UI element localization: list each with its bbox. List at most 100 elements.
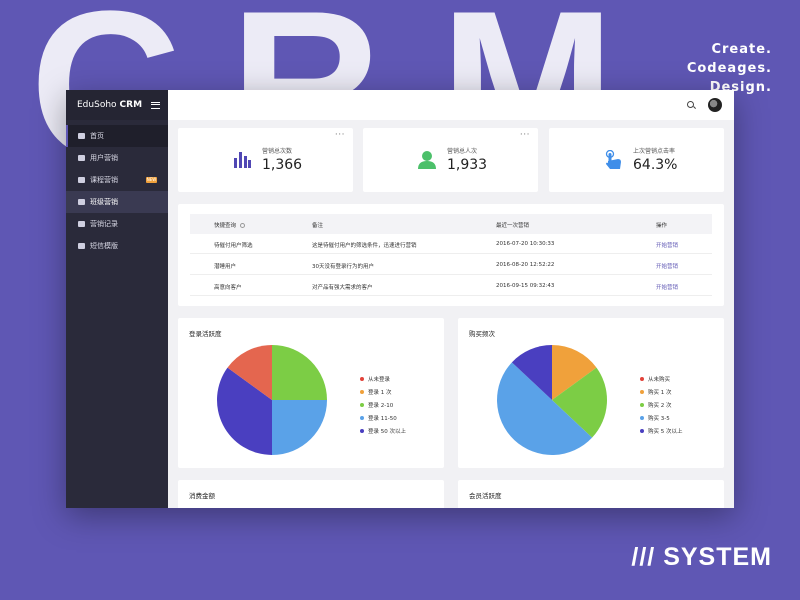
legend-dot (640, 389, 644, 394)
legend-label: 购买 3-5 (648, 415, 670, 422)
stat-card-click-rate: 上次营销点击率 64.3% (549, 128, 724, 192)
legend-label: 登录 2-10 (368, 402, 394, 409)
table-row: 潜睡用户 30天没有登录行为的用户 2016-08-20 12:52:22 开始… (190, 255, 712, 275)
legend-dot (640, 402, 644, 407)
pie-slice-1 (552, 345, 597, 400)
sidebar-item-label: 用户营销 (90, 154, 118, 162)
legend-label: 从未购买 (648, 376, 671, 383)
users-icon (78, 155, 85, 161)
pie-slice-4 (511, 345, 552, 400)
legend-dot (640, 376, 644, 381)
pie-slice-2 (272, 345, 327, 400)
legend-dot (360, 415, 364, 420)
bar-chart-icon (233, 150, 251, 170)
legend-item: 从未购买 (640, 372, 683, 385)
row-name: 待催付用户筛选 (214, 243, 253, 249)
row-name: 高意向客户 (214, 285, 242, 291)
brand-suffix: CRM (119, 100, 143, 110)
more-options-icon[interactable]: ··· (519, 130, 530, 140)
purchase-frequency-legend: 从未购买购买 1 次购买 2 次购买 3-5 购买 5 次以上 (640, 372, 683, 437)
stat-label: 上次营销点击率 (633, 148, 676, 155)
column-header-action: 操作 (656, 223, 668, 229)
top-bar (168, 90, 734, 120)
legend-dot (360, 402, 364, 407)
tagline-line-1: Create. (711, 42, 772, 57)
login-activity-card: 登录活跃度 从未登录 登录 1 次登录 2-10 登录 11-50 登录 50 次以上 (178, 318, 444, 468)
legend-item: 从未登录 (360, 372, 406, 385)
sidebar-item-user-marketing[interactable]: 用户营销 (66, 147, 168, 169)
start-marketing-link[interactable]: 开始营销 (656, 264, 679, 270)
legend-item: 购买 2 次 (640, 398, 683, 411)
home-icon (78, 133, 85, 139)
row-time: 2016-08-20 12:52:22 (496, 262, 555, 268)
legend-dot (640, 428, 644, 433)
sidebar-item-sms-templates[interactable]: 短信模版 (66, 235, 168, 257)
sidebar-item-marketing-records[interactable]: 营销记录 (66, 213, 168, 235)
stat-card-marketing-people: ··· 营销总人次 1,933 (363, 128, 538, 192)
row-time: 2016-07-20 10:30:33 (496, 241, 555, 247)
legend-label: 登录 50 次以上 (368, 428, 406, 435)
chart-title: 消费金额 (189, 492, 215, 500)
legend-item: 购买 1 次 (640, 385, 683, 398)
row-time: 2016-09-15 09:32:43 (496, 283, 555, 289)
sidebar-item-label: 短信模版 (90, 242, 118, 250)
pie-slice-5 (227, 345, 272, 400)
legend-label: 登录 11-50 (368, 415, 397, 422)
stat-value: 64.3% (633, 157, 678, 173)
legend-item: 购买 5 次以上 (640, 424, 683, 437)
quick-query-table: 快捷查询 备注 最近一次营销 操作 待催付用户筛选 这是待催付用户的筛选条件，迅… (178, 204, 724, 306)
column-header-note: 备注 (312, 223, 324, 229)
start-marketing-link[interactable]: 开始营销 (656, 243, 679, 249)
sidebar-item-course-marketing[interactable]: 课程营销 NEW (66, 169, 168, 191)
sidebar-item-home[interactable]: 首页 (66, 125, 168, 147)
app-window: EduSoho CRM 首页 用户营销 课程营销 NEW 班级营销 (66, 90, 734, 508)
legend-item: 登录 2-10 (360, 398, 406, 411)
help-icon[interactable] (239, 223, 245, 228)
legend-item: 登录 11-50 (360, 411, 406, 424)
column-header-quick-query: 快捷查询 (214, 221, 245, 229)
chart-title: 会员活跃度 (469, 492, 502, 500)
chart-title: 购买频次 (469, 330, 495, 338)
legend-dot (360, 428, 364, 433)
brand[interactable]: EduSoho CRM (66, 90, 168, 120)
stat-label: 营销总人次 (447, 148, 478, 155)
tagline-line-2: Codeages. (686, 61, 772, 76)
legend-dot (640, 415, 644, 420)
table-header: 快捷查询 备注 最近一次营销 操作 (190, 214, 712, 234)
search-icon[interactable] (687, 101, 694, 108)
column-header-label: 快捷查询 (214, 223, 237, 229)
purchase-frequency-pie-chart (497, 345, 607, 455)
legend-item: 购买 3-5 (640, 411, 683, 424)
system-label: /// SYSTEM (631, 543, 772, 571)
legend-dot (360, 389, 364, 394)
login-activity-pie-chart (217, 345, 327, 455)
sidebar-item-label: 首页 (90, 132, 104, 140)
pie-slice-4 (217, 367, 272, 455)
legend-label: 登录 1 次 (368, 389, 392, 396)
stat-label: 营销总次数 (262, 148, 293, 155)
row-name: 潜睡用户 (214, 264, 237, 270)
message-icon (78, 243, 85, 249)
hamburger-menu-icon[interactable] (151, 101, 161, 109)
stat-card-marketing-count: ··· 营销总次数 1,366 (178, 128, 353, 192)
more-options-icon[interactable]: ··· (334, 130, 345, 140)
spending-amount-card: 消费金额 (178, 480, 444, 508)
sidebar-item-label: 营销记录 (90, 220, 118, 228)
course-icon (78, 177, 85, 183)
start-marketing-link[interactable]: 开始营销 (656, 285, 679, 291)
login-activity-legend: 从未登录登录 1 次登录 2-10 登录 11-50 登录 50 次以上 (360, 372, 406, 437)
legend-label: 购买 2 次 (648, 402, 672, 409)
pie-slice-3 (272, 400, 327, 455)
sidebar-item-class-marketing[interactable]: 班级营销 (66, 191, 168, 213)
main-content: ··· 营销总次数 1,366 ··· 营销总人次 1,9 (168, 90, 734, 508)
tap-hand-icon (604, 149, 622, 170)
purchase-frequency-card: 购买频次 从未购买购买 1 次购买 2 次购买 3-5 购买 5 次以上 (458, 318, 724, 468)
person-icon (418, 150, 436, 170)
stat-value: 1,933 (447, 157, 488, 173)
legend-label: 购买 1 次 (648, 389, 672, 396)
pie-slice-2 (552, 367, 607, 438)
row-note: 对产品有强大需求的客户 (312, 285, 373, 291)
new-badge: NEW (146, 177, 157, 183)
member-activity-card: 会员活跃度 (458, 480, 724, 508)
avatar[interactable] (708, 98, 722, 112)
